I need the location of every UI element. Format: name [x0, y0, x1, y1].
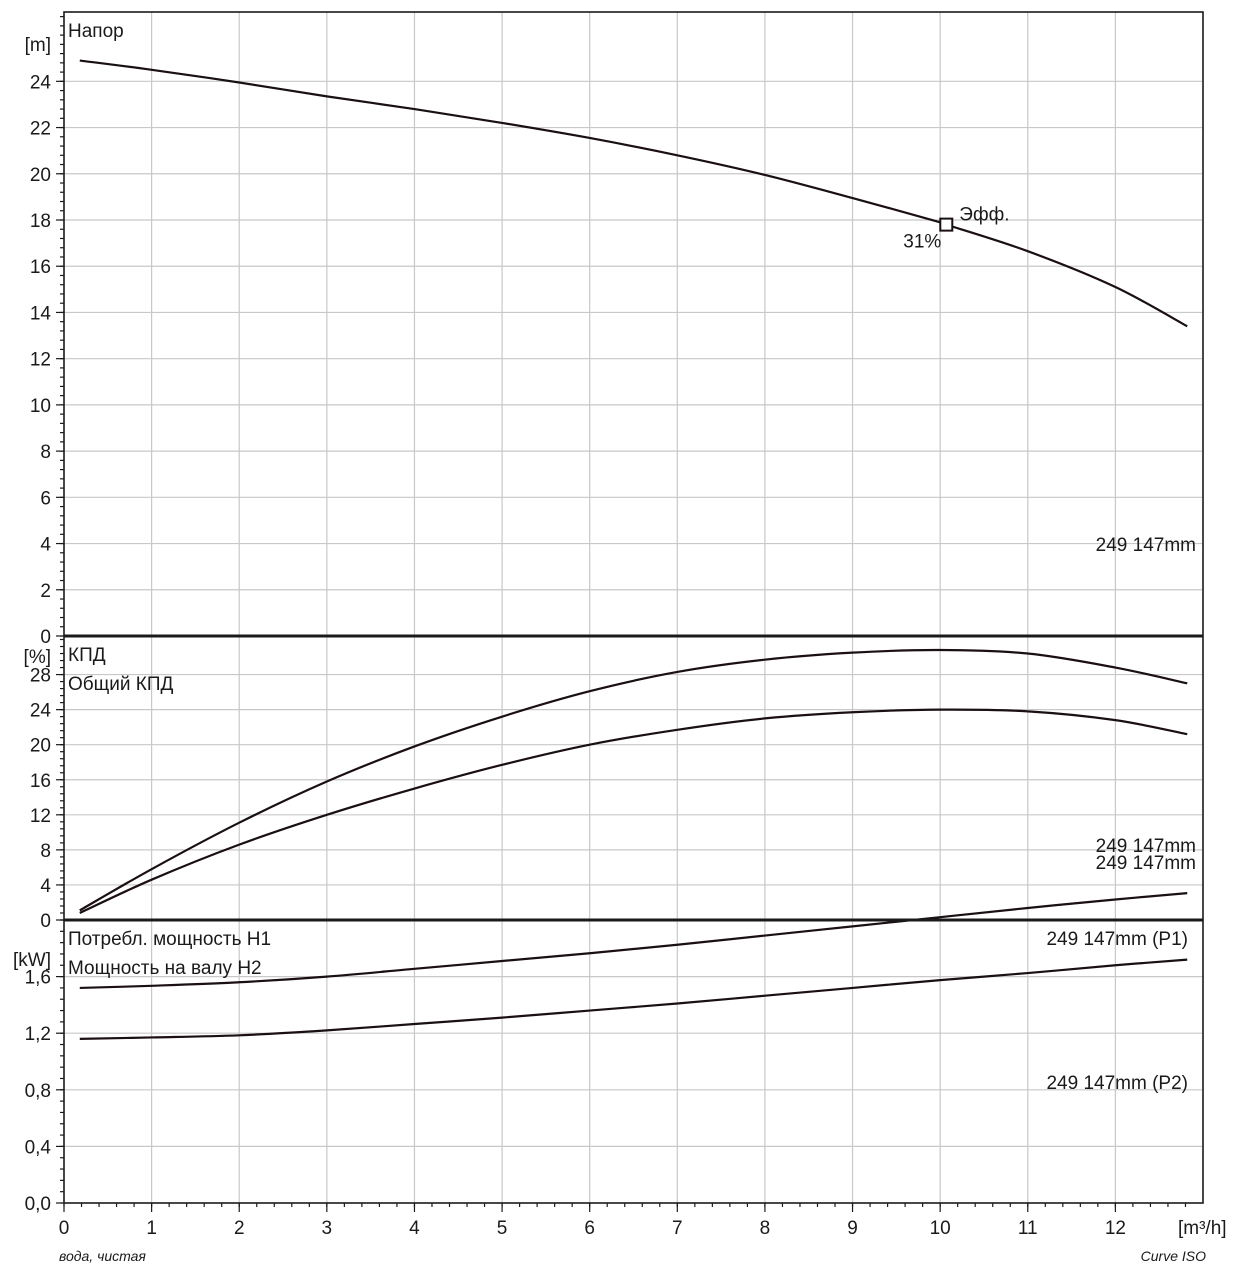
x-tick-label: 4: [409, 1218, 420, 1239]
panel-label: Общий КПД: [68, 674, 174, 695]
x-tick-label: 7: [672, 1218, 683, 1239]
panel-label: Напор: [68, 21, 124, 42]
series-line: [79, 59, 1188, 328]
y-tick-label: 14: [30, 303, 52, 324]
efficiency-point-value: 31%: [903, 232, 941, 253]
chart-text: 0 1 2 3 4 5 6 7 8 9 10 11 12 [m³/h]вода, чистая Curve …: [13, 21, 1227, 1263]
y-tick-label: 10: [30, 396, 51, 417]
x-tick-label: 3: [322, 1218, 333, 1239]
y-tick-label: 1,2: [25, 1024, 51, 1045]
curves: [79, 59, 1188, 1040]
efficiency-point-label: Эфф.: [959, 205, 1009, 226]
y-tick-label: 22: [30, 119, 51, 140]
x-tick-label: 8: [760, 1218, 771, 1239]
y-tick-label: 1,6: [25, 968, 51, 989]
y-tick-label: 0,0: [25, 1194, 51, 1215]
series-label: 249 147mm (P1): [1046, 929, 1188, 950]
panel-label: Потребл. мощность H1: [68, 929, 271, 950]
y-tick-label: 18: [30, 211, 51, 232]
x-tick-label: 2: [234, 1218, 245, 1239]
plot-frame: [63, 11, 1204, 1204]
series-line: [79, 648, 1188, 912]
panel-label: КПД: [68, 645, 106, 666]
y-tick-label: 4: [40, 876, 51, 897]
y-tick-label: 2: [40, 581, 51, 602]
panel-label: Мощность на валу H2: [68, 958, 262, 979]
y-tick-label: 28: [30, 666, 51, 687]
series-line: [79, 958, 1188, 1040]
series-label: 249 147mm: [1096, 853, 1196, 874]
y-tick-label: 20: [30, 736, 51, 757]
y-tick-label: 0: [40, 911, 51, 932]
footer-fluid-label: вода, чистая: [59, 1248, 146, 1263]
series-line: [79, 892, 1188, 990]
y-tick-label: 8: [40, 442, 51, 463]
x-tick-label: 5: [497, 1218, 508, 1239]
series-label: 249 147mm (P2): [1046, 1073, 1188, 1094]
footer-standard-label: Curve ISO: [1141, 1248, 1206, 1263]
y-tick-label: 8: [40, 841, 51, 862]
x-tick-label: 6: [584, 1218, 595, 1239]
y-tick-label: 24: [30, 72, 52, 93]
y-tick-label: 12: [30, 350, 51, 371]
x-tick-label: 9: [847, 1218, 858, 1239]
y-unit-label: [%]: [24, 647, 51, 668]
y-tick-label: 0,8: [25, 1081, 51, 1102]
x-tick-label: 11: [1018, 1218, 1038, 1239]
series-label: 249 147mm: [1096, 535, 1196, 556]
frame: [63, 11, 1204, 1204]
x-tick-label: 12: [1105, 1218, 1126, 1239]
y-unit-label: [kW]: [13, 950, 51, 971]
y-tick-label: 16: [30, 771, 51, 792]
y-unit-label: [m]: [25, 35, 51, 56]
y-tick-label: 20: [30, 165, 51, 186]
y-tick-label: 16: [30, 257, 51, 278]
series-label: 249 147mm: [1096, 836, 1196, 857]
x-unit-label: [m³/h]: [1178, 1218, 1227, 1239]
y-tick-label: 4: [40, 535, 51, 556]
x-tick-label: 0: [59, 1218, 70, 1239]
x-tick-label: 10: [930, 1218, 951, 1239]
y-tick-label: 0,4: [25, 1137, 52, 1158]
x-tick-label: 1: [146, 1218, 157, 1239]
y-tick-label: 12: [30, 806, 51, 827]
y-tick-label: 6: [40, 488, 51, 509]
y-tick-label: 0: [40, 627, 51, 648]
series-line: [79, 708, 1188, 914]
efficiency-point-marker: [939, 217, 954, 232]
y-tick-label: 24: [30, 701, 52, 722]
grid: [64, 12, 1203, 1203]
